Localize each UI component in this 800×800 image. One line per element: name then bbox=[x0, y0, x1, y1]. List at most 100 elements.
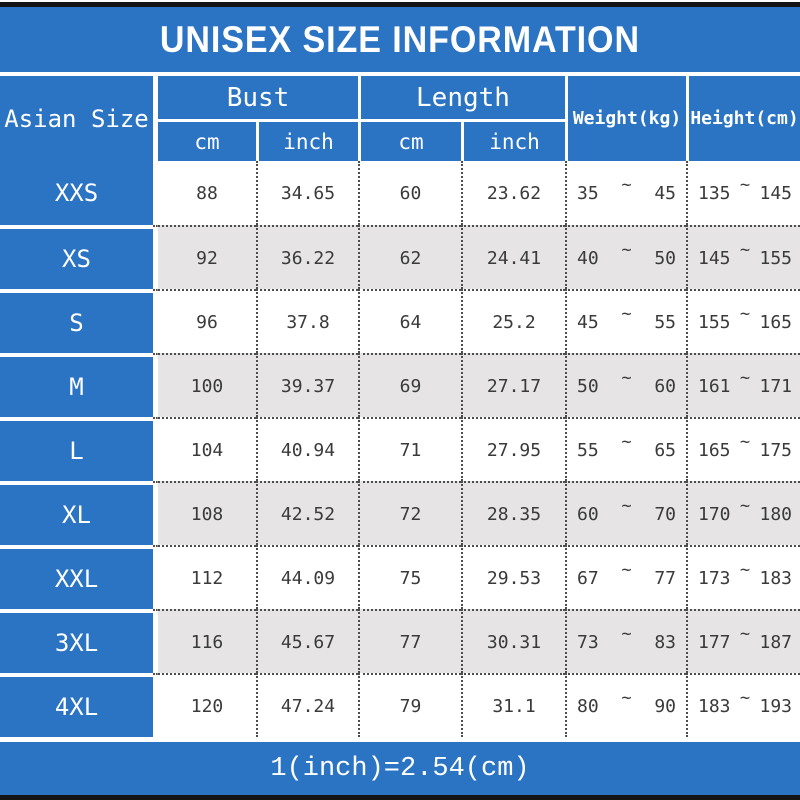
height-max: 165 bbox=[759, 311, 792, 333]
tilde-separator: ~ bbox=[621, 688, 632, 708]
height-max: 187 bbox=[759, 631, 792, 653]
weight-range-cell: 35 ~ 45 bbox=[565, 161, 686, 225]
bust-inch-cell: 37.8 bbox=[256, 289, 358, 353]
header-length-cm: cm bbox=[358, 122, 461, 161]
bust-cm-cell: 100 bbox=[158, 353, 256, 417]
height-range-cell: 183 ~ 193 bbox=[686, 673, 800, 737]
tilde-separator: ~ bbox=[739, 624, 751, 644]
weight-range-cell: 80 ~ 90 bbox=[565, 673, 686, 737]
height-max: 180 bbox=[759, 503, 792, 525]
bust-cm-cell: 88 bbox=[158, 161, 256, 225]
tilde-separator: ~ bbox=[739, 688, 751, 708]
weight-range-cell: 60 ~ 70 bbox=[565, 481, 686, 545]
size-label-cell: L bbox=[0, 417, 153, 481]
weight-min: 55 bbox=[577, 439, 599, 461]
header-bust-cm: cm bbox=[158, 122, 256, 161]
footer-band: 1(inch)=2.54(cm) bbox=[0, 742, 800, 795]
height-max: 155 bbox=[759, 247, 792, 269]
height-range-cell: 135 ~ 145 bbox=[686, 161, 800, 225]
height-range-cell: 161 ~ 171 bbox=[686, 353, 800, 417]
height-min: 165 bbox=[698, 439, 731, 461]
size-label-cell: S bbox=[0, 289, 153, 353]
tilde-separator: ~ bbox=[621, 240, 632, 260]
row-gutter bbox=[153, 545, 158, 609]
tilde-separator: ~ bbox=[621, 560, 632, 580]
row-gutter bbox=[153, 609, 158, 673]
header-gutter bbox=[153, 76, 158, 161]
length-cm-cell: 69 bbox=[358, 353, 461, 417]
height-range-cell: 145 ~ 155 bbox=[686, 225, 800, 289]
length-inch-cell: 23.62 bbox=[461, 161, 565, 225]
length-inch-cell: 24.41 bbox=[461, 225, 565, 289]
row-gutter bbox=[153, 289, 158, 353]
weight-min: 40 bbox=[577, 247, 599, 269]
weight-min: 67 bbox=[577, 567, 599, 589]
length-inch-cell: 31.1 bbox=[461, 673, 565, 737]
bust-cm-cell: 92 bbox=[158, 225, 256, 289]
row-gutter bbox=[153, 225, 158, 289]
top-black-bar bbox=[0, 2, 800, 7]
bust-cm-cell: 108 bbox=[158, 481, 256, 545]
table-row: S 96 37.8 64 25.2 45 ~ 55 155 ~ 165 bbox=[0, 289, 800, 353]
weight-range-cell: 55 ~ 65 bbox=[565, 417, 686, 481]
length-cm-cell: 64 bbox=[358, 289, 461, 353]
height-min: 177 bbox=[698, 631, 731, 653]
page-title: UNISEX SIZE INFORMATION bbox=[159, 18, 641, 60]
size-label-cell: 3XL bbox=[0, 609, 153, 673]
height-min: 155 bbox=[698, 311, 731, 333]
tilde-separator: ~ bbox=[739, 432, 751, 452]
length-cm-cell: 79 bbox=[358, 673, 461, 737]
weight-max: 65 bbox=[654, 439, 676, 461]
row-gutter bbox=[153, 481, 158, 545]
height-range-cell: 177 ~ 187 bbox=[686, 609, 800, 673]
weight-min: 60 bbox=[577, 503, 599, 525]
bust-inch-cell: 34.65 bbox=[256, 161, 358, 225]
bust-inch-cell: 40.94 bbox=[256, 417, 358, 481]
height-min: 170 bbox=[698, 503, 731, 525]
header-weight-kg: Weight(kg) bbox=[565, 76, 686, 161]
tilde-separator: ~ bbox=[739, 304, 751, 324]
length-inch-cell: 25.2 bbox=[461, 289, 565, 353]
table-row: XXL 112 44.09 75 29.53 67 ~ 77 173 ~ 183 bbox=[0, 545, 800, 609]
weight-min: 45 bbox=[577, 311, 599, 333]
bust-cm-cell: 112 bbox=[158, 545, 256, 609]
table-row: 3XL 116 45.67 77 30.31 73 ~ 83 177 ~ 187 bbox=[0, 609, 800, 673]
size-label-cell: XS bbox=[0, 225, 153, 289]
header-height-cm: Height(cm) bbox=[686, 76, 800, 161]
tilde-separator: ~ bbox=[739, 560, 751, 580]
tilde-separator: ~ bbox=[739, 240, 751, 260]
table-row: XL 108 42.52 72 28.35 60 ~ 70 170 ~ 180 bbox=[0, 481, 800, 545]
bust-cm-cell: 104 bbox=[158, 417, 256, 481]
title-band: UNISEX SIZE INFORMATION bbox=[0, 7, 800, 72]
height-max: 183 bbox=[759, 567, 792, 589]
weight-max: 60 bbox=[654, 375, 676, 397]
table-row: XS 92 36.22 62 24.41 40 ~ 50 145 ~ 155 bbox=[0, 225, 800, 289]
length-inch-cell: 30.31 bbox=[461, 609, 565, 673]
tilde-separator: ~ bbox=[621, 496, 632, 516]
tilde-separator: ~ bbox=[621, 175, 632, 195]
weight-range-cell: 73 ~ 83 bbox=[565, 609, 686, 673]
weight-range-cell: 67 ~ 77 bbox=[565, 545, 686, 609]
weight-max: 77 bbox=[654, 567, 676, 589]
height-max: 175 bbox=[759, 439, 792, 461]
bust-cm-cell: 116 bbox=[158, 609, 256, 673]
table-row: XXS 88 34.65 60 23.62 35 ~ 45 135 ~ 145 bbox=[0, 161, 800, 225]
weight-max: 70 bbox=[654, 503, 676, 525]
table-header: Asian Size Bust Length Weight(kg) Height… bbox=[0, 76, 800, 161]
tilde-separator: ~ bbox=[621, 304, 632, 324]
size-label-cell: 4XL bbox=[0, 673, 153, 737]
length-inch-cell: 29.53 bbox=[461, 545, 565, 609]
bust-inch-cell: 45.67 bbox=[256, 609, 358, 673]
table-row: L 104 40.94 71 27.95 55 ~ 65 165 ~ 175 bbox=[0, 417, 800, 481]
height-min: 173 bbox=[698, 567, 731, 589]
length-cm-cell: 71 bbox=[358, 417, 461, 481]
header-bust: Bust bbox=[158, 76, 358, 122]
height-min: 135 bbox=[698, 182, 731, 204]
header-bust-inch: inch bbox=[256, 122, 358, 161]
tilde-separator: ~ bbox=[739, 175, 751, 195]
weight-max: 50 bbox=[654, 247, 676, 269]
tilde-separator: ~ bbox=[621, 368, 632, 388]
tilde-separator: ~ bbox=[739, 368, 751, 388]
weight-max: 55 bbox=[654, 311, 676, 333]
header-length-inch: inch bbox=[461, 122, 565, 161]
